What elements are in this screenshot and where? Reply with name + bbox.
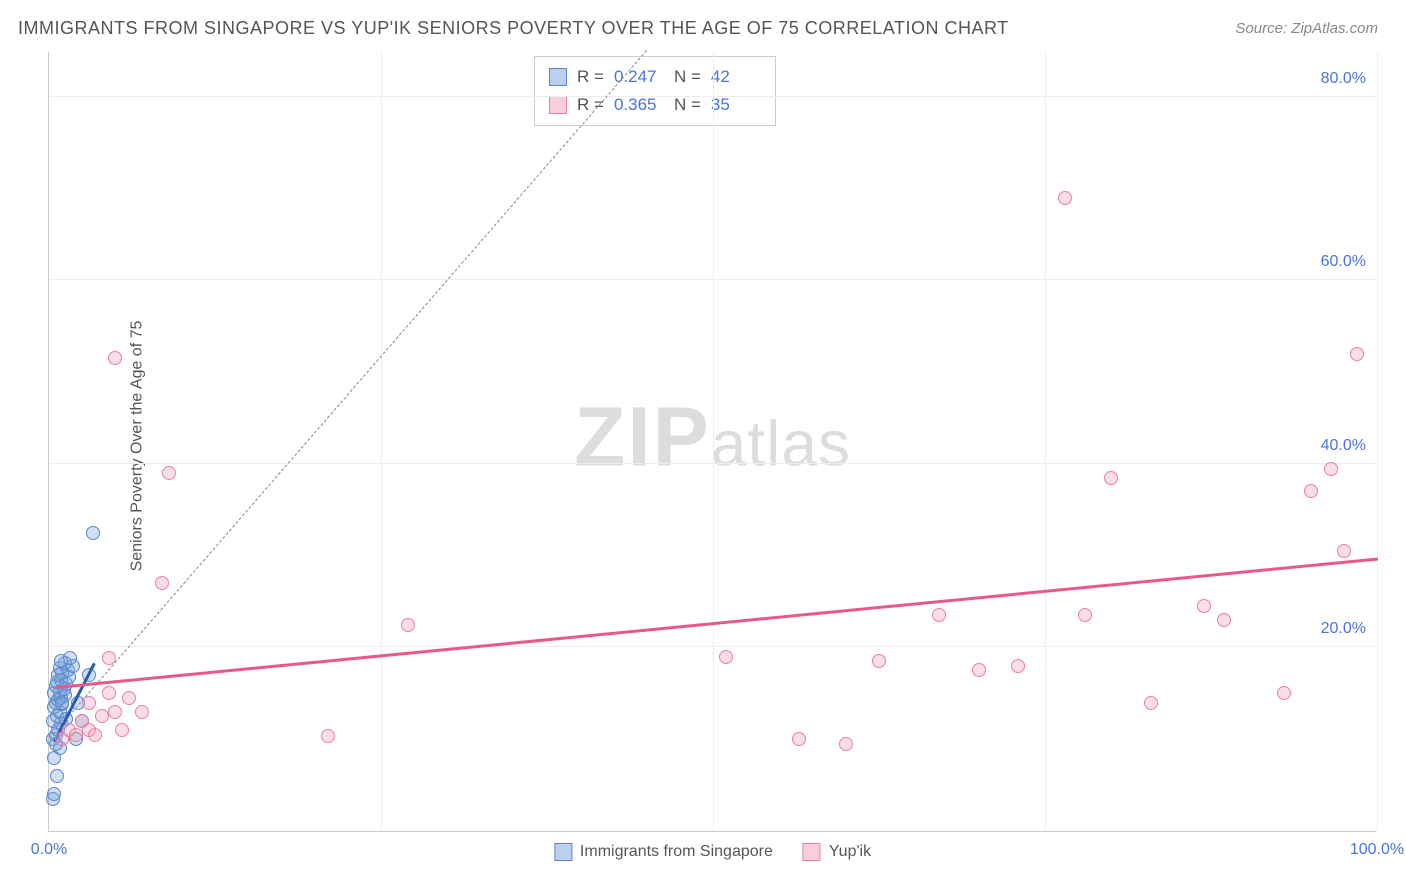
data-point — [1058, 191, 1072, 205]
chart-plot-area: ZIP atlas R =0.247N =42R =0.365N =35 Imm… — [48, 52, 1376, 832]
legend-swatch — [554, 843, 572, 861]
vgridline — [1377, 52, 1378, 831]
legend-swatch — [803, 843, 821, 861]
data-point — [47, 787, 61, 801]
data-point — [86, 526, 100, 540]
data-point — [162, 466, 176, 480]
data-point — [1078, 608, 1092, 622]
data-point — [792, 732, 806, 746]
legend-swatch — [549, 96, 567, 114]
data-point — [95, 709, 109, 723]
data-point — [155, 576, 169, 590]
data-point — [108, 705, 122, 719]
data-point — [321, 729, 335, 743]
trend-line — [56, 557, 1378, 688]
x-tick-label: 0.0% — [31, 841, 67, 859]
series-legend: Immigrants from Singapore Yup'ik — [554, 843, 871, 861]
y-tick-label: 20.0% — [1321, 620, 1366, 638]
data-point — [1277, 686, 1291, 700]
data-point — [1104, 471, 1118, 485]
y-tick-label: 40.0% — [1321, 437, 1366, 455]
data-point — [135, 705, 149, 719]
data-point — [872, 654, 886, 668]
data-point — [932, 608, 946, 622]
legend-stat-row: R =0.247N =42 — [549, 63, 761, 91]
watermark-zip: ZIP — [574, 388, 711, 485]
legend-swatch — [549, 68, 567, 86]
data-point — [401, 618, 415, 632]
data-point — [1144, 696, 1158, 710]
data-point — [50, 769, 64, 783]
data-point — [102, 686, 116, 700]
data-point — [69, 728, 83, 742]
legend-series-name: Yup'ik — [829, 843, 871, 861]
legend-series-name: Immigrants from Singapore — [580, 843, 773, 861]
n-value: 42 — [711, 63, 761, 91]
data-point — [82, 696, 96, 710]
data-point — [122, 691, 136, 705]
watermark-atlas: atlas — [711, 406, 851, 480]
data-point — [63, 651, 77, 665]
legend-item: Immigrants from Singapore — [554, 843, 773, 861]
x-tick-label: 100.0% — [1350, 841, 1404, 859]
vgridline — [713, 52, 714, 831]
y-tick-label: 60.0% — [1321, 253, 1366, 271]
data-point — [972, 663, 986, 677]
stats-legend: R =0.247N =42R =0.365N =35 — [534, 56, 776, 126]
chart-title: IMMIGRANTS FROM SINGAPORE VS YUP'IK SENI… — [18, 18, 1009, 39]
data-point — [55, 696, 69, 710]
data-point — [1197, 599, 1211, 613]
data-point — [1337, 544, 1351, 558]
r-label: R = — [577, 63, 604, 91]
y-tick-label: 80.0% — [1321, 70, 1366, 88]
data-point — [88, 728, 102, 742]
data-point — [1011, 659, 1025, 673]
trend-line — [49, 50, 647, 739]
n-label: N = — [674, 63, 701, 91]
data-point — [719, 650, 733, 664]
source-prefix: Source: — [1235, 20, 1291, 37]
data-point — [1324, 462, 1338, 476]
data-point — [102, 651, 116, 665]
vgridline — [1045, 52, 1046, 831]
data-point — [1217, 613, 1231, 627]
source-name: ZipAtlas.com — [1291, 20, 1378, 37]
data-point — [839, 737, 853, 751]
data-point — [115, 723, 129, 737]
vgridline — [381, 52, 382, 831]
source-label: Source: ZipAtlas.com — [1235, 20, 1378, 37]
legend-item: Yup'ik — [803, 843, 871, 861]
data-point — [1304, 484, 1318, 498]
data-point — [108, 351, 122, 365]
data-point — [1350, 347, 1364, 361]
